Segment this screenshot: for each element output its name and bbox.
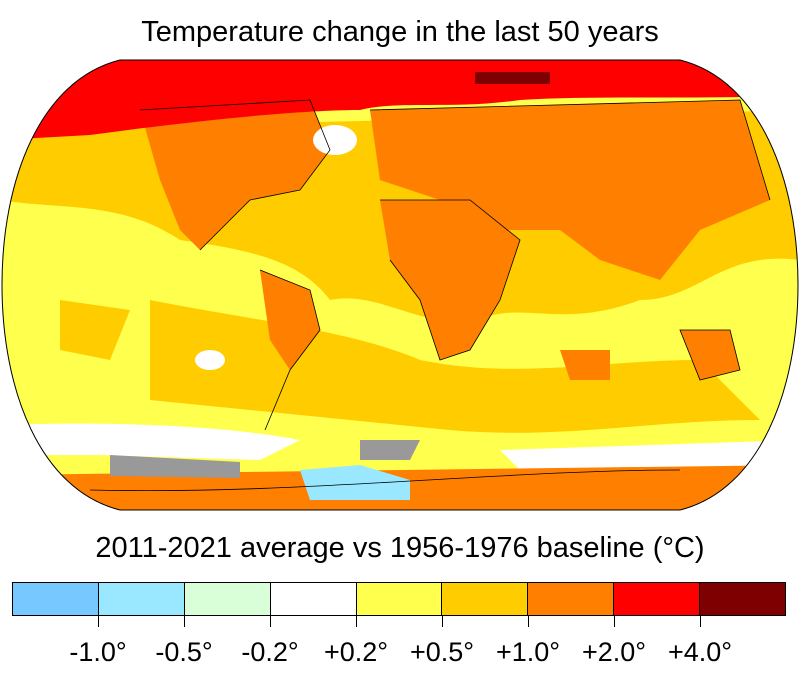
region-eurasia [370, 100, 770, 280]
legend-swatch-6 [442, 583, 529, 615]
legend-swatch-2 [98, 583, 185, 615]
region-north-atlantic-cool [313, 125, 357, 155]
region-south-pacific-cool [195, 350, 225, 370]
legend-tick [98, 616, 99, 627]
region-africa [380, 200, 520, 360]
region-weddell-sea [300, 465, 410, 500]
legend-tick [528, 616, 529, 627]
legend-label: -0.5° [155, 637, 213, 667]
legend-tick [356, 616, 357, 627]
coastlines [89, 99, 771, 492]
region-indian-ocean [560, 350, 610, 380]
legend-tick [270, 616, 271, 627]
legend-swatch-4 [270, 583, 357, 615]
legend-label: +1.0° [495, 637, 561, 667]
legend-label: -1.0° [69, 637, 127, 667]
region-pacific [60, 300, 130, 360]
region-no-data-2 [360, 440, 420, 460]
region-south-america [260, 270, 320, 370]
legend-swatch-3 [184, 583, 271, 615]
world-temperature-map [1, 59, 799, 511]
map-subtitle: 2011-2021 average vs 1956-1976 baseline … [95, 532, 705, 564]
legend-swatch-9 [700, 583, 786, 615]
legend-swatch-8 [614, 583, 701, 615]
legend-tick [614, 616, 615, 627]
region-arctic [2, 60, 798, 140]
map-border [1, 59, 799, 511]
legend-label: +0.2° [323, 637, 389, 667]
legend-swatch-7 [528, 583, 615, 615]
color-legend [12, 582, 786, 616]
region-north-america [140, 100, 330, 250]
legend-label: -0.2° [241, 637, 299, 667]
legend-swatch-1 [13, 583, 99, 615]
legend-swatch-5 [356, 583, 443, 615]
legend-tick [184, 616, 185, 627]
region-siberia-extreme [475, 72, 550, 84]
legend-label: +4.0° [667, 637, 733, 667]
region-southern-ocean-east [500, 440, 798, 470]
legend-label: +0.5° [409, 637, 475, 667]
legend-label: +2.0° [581, 637, 647, 667]
map-title: Temperature change in the last 50 years [141, 16, 659, 48]
legend-tick [442, 616, 443, 627]
legend-tick [700, 616, 701, 627]
region-southern-ocean-west [2, 423, 300, 460]
region-no-data [110, 455, 240, 478]
